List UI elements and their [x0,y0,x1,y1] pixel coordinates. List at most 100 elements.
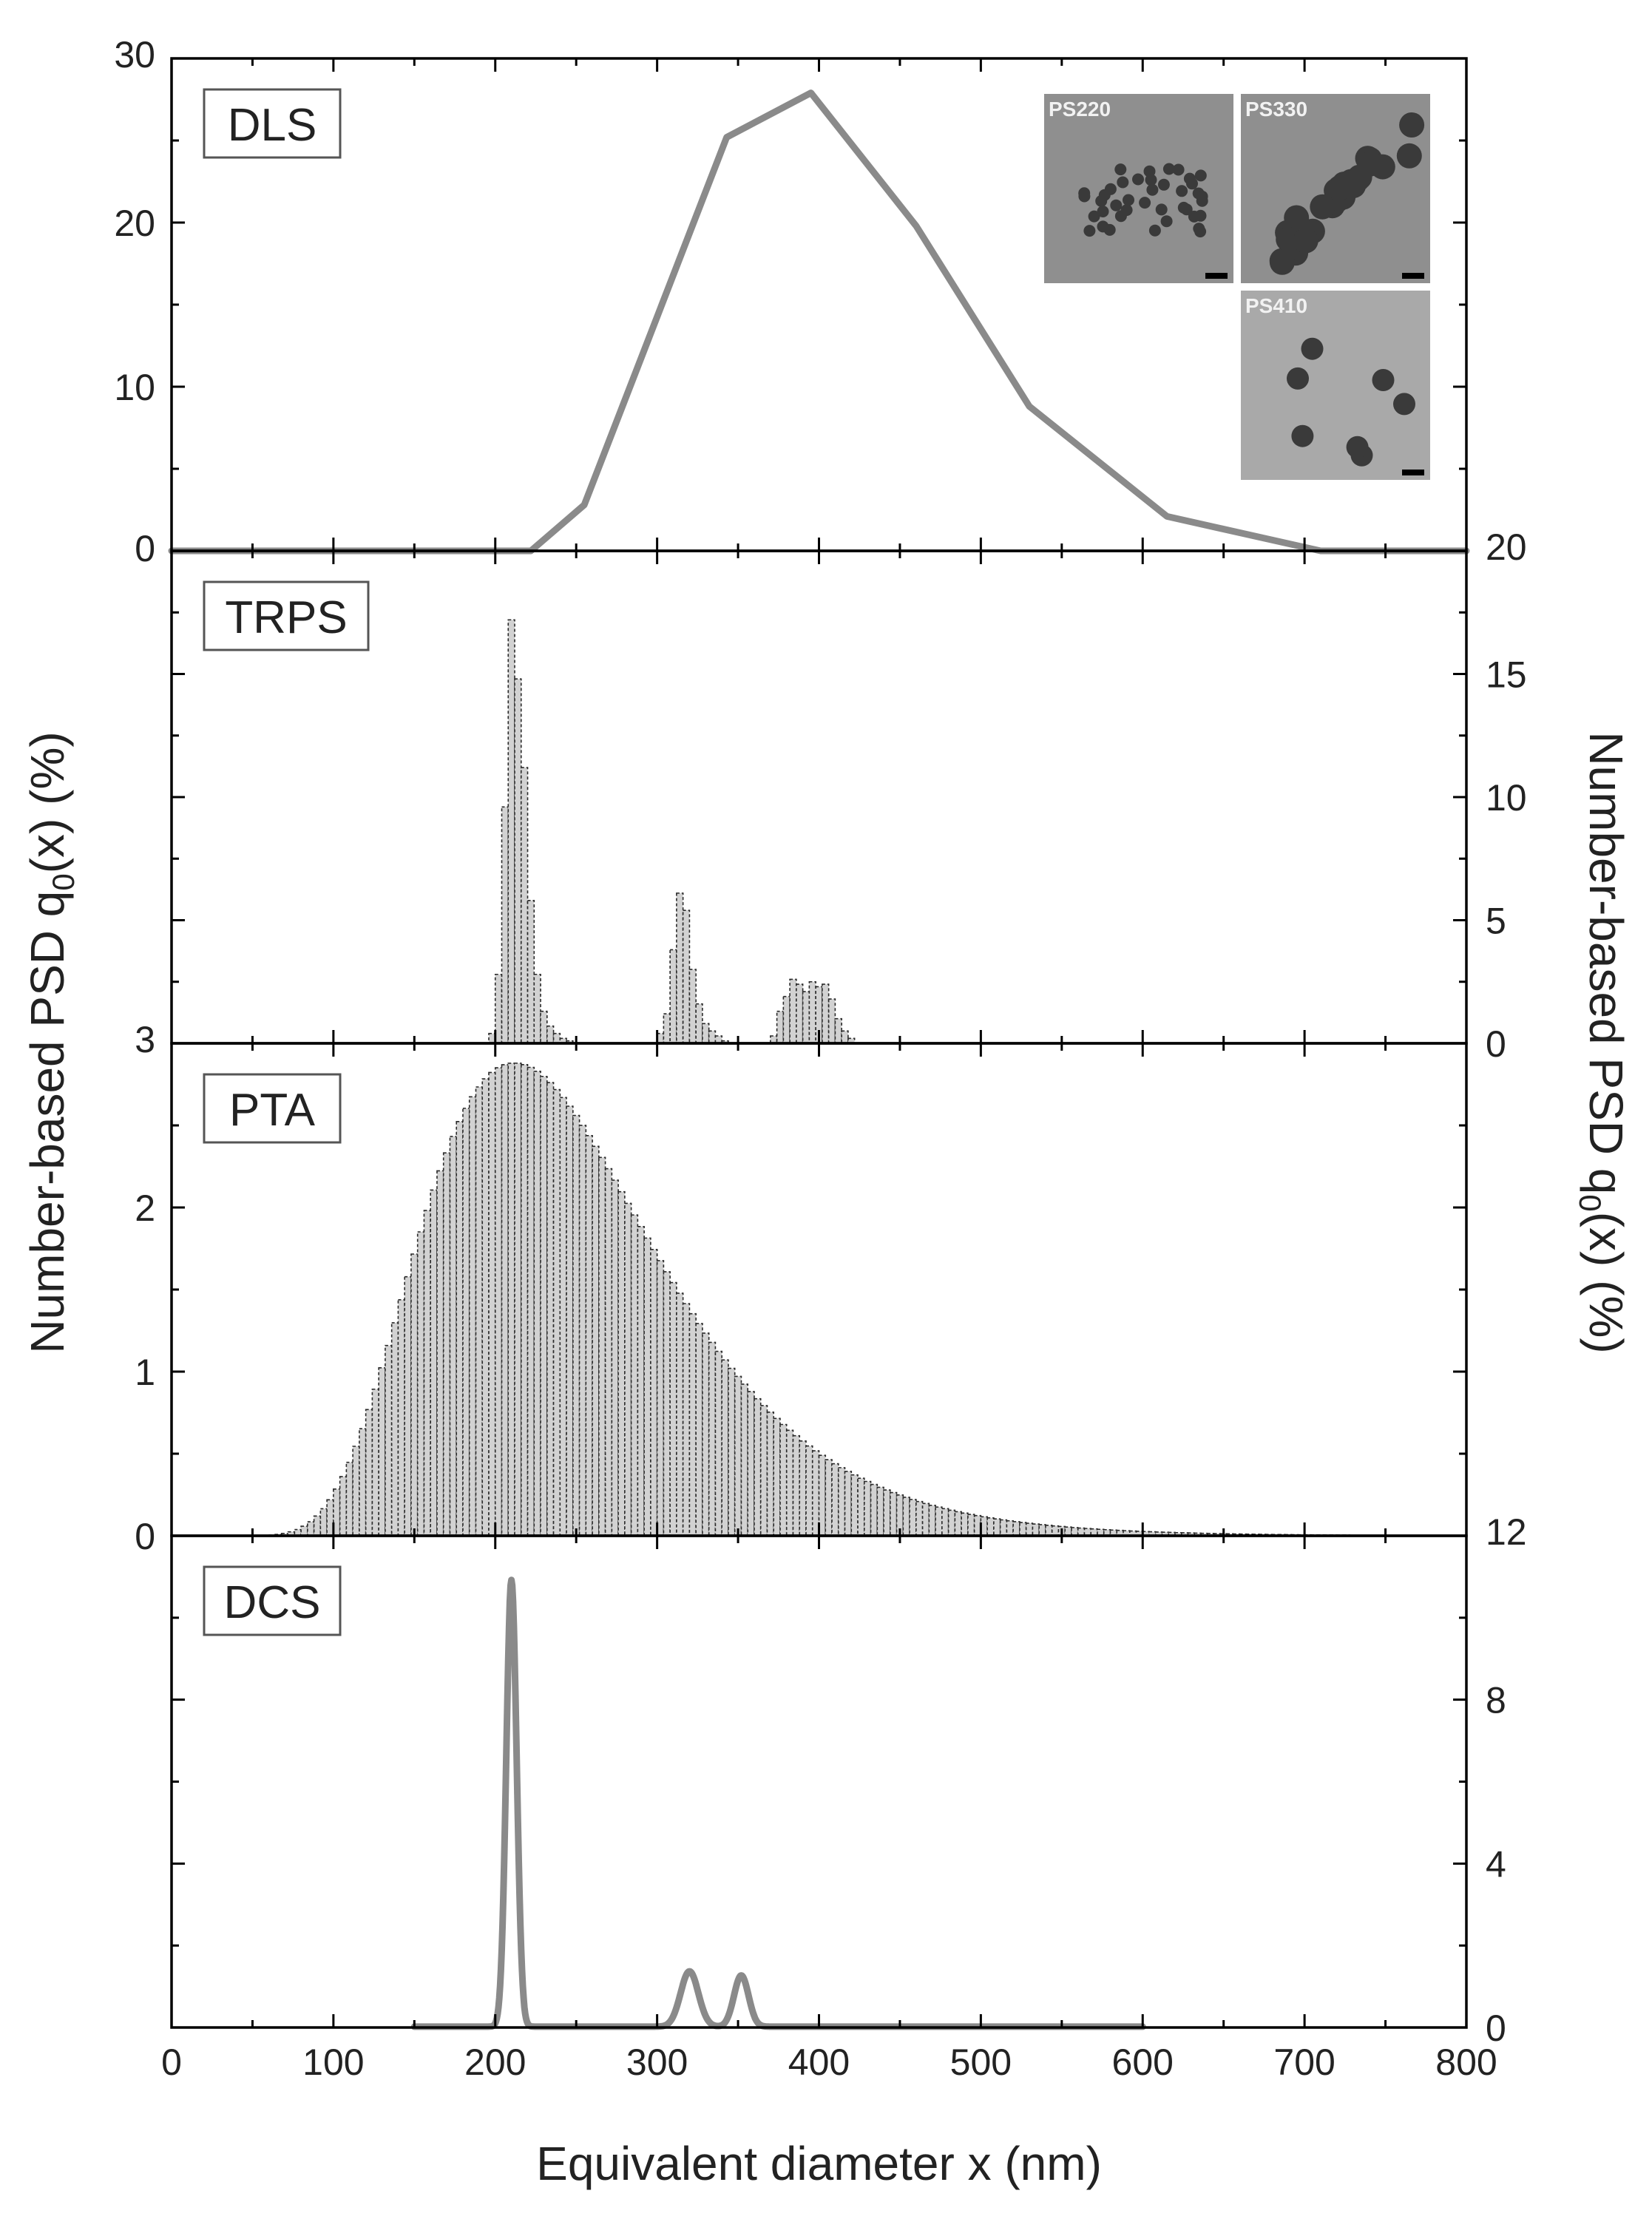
pta-bar [799,1440,807,1537]
scale-bar [1402,470,1424,475]
pta-bar [890,1491,898,1537]
panel-frame [170,1534,1468,2029]
pta-bar [857,1477,865,1537]
pta-bar [501,1064,510,1537]
trps-bar [663,1013,671,1044]
trps-bar [808,980,816,1044]
pta-bar [378,1366,386,1537]
pta-bar [805,1445,813,1537]
particle [1157,178,1170,191]
panel-label-box [203,1073,342,1144]
pta-bar [773,1417,781,1537]
dls-point [1028,405,1031,408]
pta-bar [766,1412,775,1537]
pta-bar [611,1179,619,1537]
pta-bar [921,1503,930,1537]
particle [1097,206,1109,217]
particle [1162,163,1175,175]
pta-bar [1148,1531,1157,1537]
particle [1327,175,1353,200]
pta-bar [430,1189,438,1537]
particle [1399,112,1425,138]
pta-bar [598,1156,606,1537]
pta-bar [300,1525,308,1537]
y-tick-label: 10 [114,367,155,408]
pta-bar [585,1135,593,1537]
pta-bar [682,1303,691,1537]
pta-bar [825,1459,833,1537]
pta-bar [961,1512,969,1537]
pta-bar [714,1350,722,1537]
trps-bar [702,1023,710,1044]
dcs-peak-point [688,1971,691,1974]
x-tick-label: 0 [161,2042,182,2083]
particle [1132,173,1144,186]
panel-label-box [203,580,370,651]
pta-bar [779,1423,788,1537]
pta-bar [449,1136,458,1537]
particle [1139,197,1151,209]
pta-bar [941,1508,949,1537]
pta-bar [663,1271,671,1537]
particle [1148,224,1161,237]
pta-bar [785,1429,794,1537]
pta-bar [468,1096,477,1537]
pta-bar [617,1190,626,1537]
pta-bar [702,1332,710,1537]
y-tick-label: 3 [135,1019,155,1060]
particle [1088,210,1100,223]
y-tick-label: 20 [114,203,155,244]
pta-bar [759,1405,768,1537]
trps-bar [540,1010,548,1044]
trps-bar [708,1030,717,1044]
particle [1269,249,1295,275]
x-tick-label: 700 [1273,2042,1335,2083]
y-tick-label: 1 [135,1352,155,1393]
trps-bar [834,1017,842,1044]
pta-bar [863,1480,872,1537]
pta-bar [1045,1525,1053,1537]
particle [1098,189,1111,201]
y-tick-label: 0 [135,528,155,569]
pta-bar [902,1497,910,1537]
pta-bar [1128,1530,1137,1537]
micrograph-image [1044,94,1233,283]
pta-bar [637,1226,645,1537]
trps-bar [676,892,684,1044]
pta-bar [954,1511,962,1537]
trps-bar [501,806,510,1044]
trps-bar [527,900,535,1044]
particle [1301,337,1324,360]
trps-bar [507,619,515,1044]
particle [1194,169,1207,182]
x-tick-label: 100 [302,2042,364,2083]
pta-bar [650,1248,658,1537]
particle [1172,163,1185,176]
pta-bar [695,1323,703,1537]
particle [1194,226,1207,238]
pta-bar [481,1078,490,1537]
pta-bar [416,1231,425,1537]
scale-bar [1402,273,1424,279]
trps-bar [552,1032,561,1044]
pta-bar [1135,1531,1144,1537]
pta-bar [507,1063,515,1537]
pta-bar [307,1521,315,1537]
particle [1291,424,1314,447]
trps-bar [514,678,522,1044]
trps-bar [827,998,836,1044]
dls-point [1165,515,1168,518]
pta-bar [592,1145,600,1537]
particle [1160,215,1173,228]
pta-bar [578,1125,587,1537]
micrograph-inset: PS220 [1044,94,1233,283]
y-tick-label: 15 [1486,654,1527,696]
micrograph-inset: PS330 [1241,94,1430,283]
particle [1155,203,1168,216]
particle [1188,210,1200,223]
x-axis-title: Equivalent diameter x (nm) [536,2137,1102,2190]
pta-bar [456,1120,464,1537]
pta-bar [883,1489,891,1537]
trps-bar [682,909,691,1044]
